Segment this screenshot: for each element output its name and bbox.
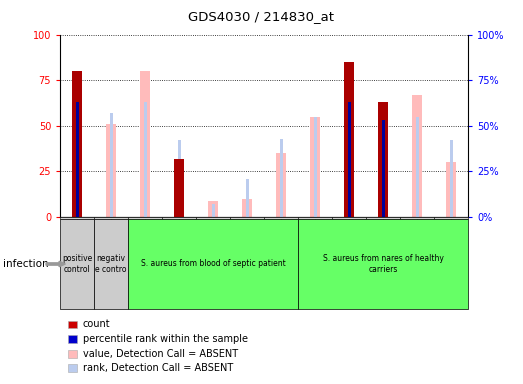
Bar [382, 120, 384, 217]
Text: percentile rank within the sample: percentile rank within the sample [83, 334, 247, 344]
Bar [412, 95, 422, 217]
Bar [174, 159, 184, 217]
Bar [450, 141, 452, 217]
Text: count: count [83, 319, 110, 329]
Bar [378, 102, 388, 217]
Bar [212, 204, 214, 217]
Bar [178, 141, 180, 217]
Bar [246, 179, 248, 217]
Bar [344, 62, 354, 217]
Bar [242, 199, 252, 217]
Bar [416, 117, 418, 217]
Bar [348, 102, 350, 217]
Text: infection: infection [3, 259, 48, 269]
Bar [106, 124, 116, 217]
Bar [310, 117, 320, 217]
Bar [382, 120, 384, 217]
Bar [208, 200, 218, 217]
Bar [72, 71, 82, 217]
Text: S. aureus from blood of septic patient: S. aureus from blood of septic patient [141, 260, 286, 268]
Bar [144, 102, 146, 217]
Bar [110, 113, 112, 217]
Text: negativ
e contro: negativ e contro [95, 254, 127, 274]
Text: S. aureus from nares of healthy
carriers: S. aureus from nares of healthy carriers [323, 254, 444, 274]
Text: GDS4030 / 214830_at: GDS4030 / 214830_at [188, 10, 335, 23]
Text: value, Detection Call = ABSENT: value, Detection Call = ABSENT [83, 349, 238, 359]
Bar [76, 102, 78, 217]
Bar [276, 153, 286, 217]
Text: rank, Detection Call = ABSENT: rank, Detection Call = ABSENT [83, 363, 233, 373]
Bar [446, 162, 456, 217]
Text: positive
control: positive control [62, 254, 92, 274]
Bar [140, 71, 150, 217]
Bar [314, 117, 316, 217]
Bar [280, 139, 282, 217]
